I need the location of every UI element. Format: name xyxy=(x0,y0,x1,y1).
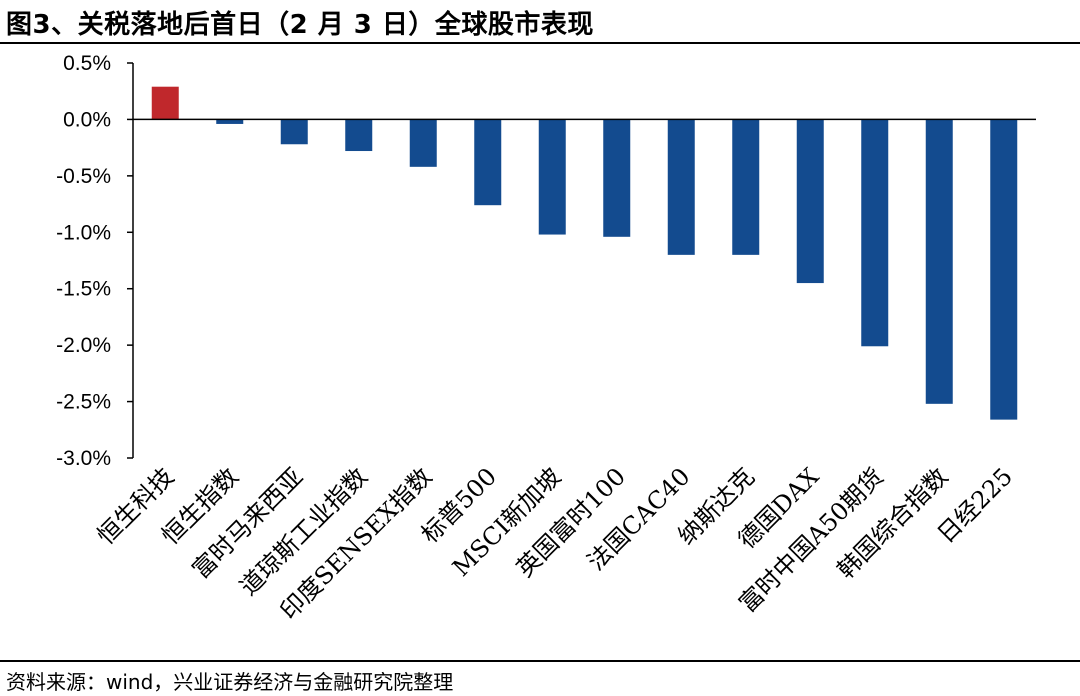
y-tick-label: -0.5% xyxy=(56,165,111,188)
bar-4 xyxy=(345,119,373,152)
x-tick-labels: 恒生科技恒生指数富时马来西亚道琼斯工业指数印度SENSEX指数标普500MSCI… xyxy=(92,462,1018,625)
y-tick-label: 0.0% xyxy=(63,108,111,131)
y-axis: 0.5% 0.0% -0.5% -1.0% -1.5% -2.0% -2.5% -3.0% xyxy=(56,52,134,470)
source-divider xyxy=(0,660,1080,662)
bar-2 xyxy=(216,119,244,124)
source-note: 资料来源：wind，兴业证券经济与金融研究院整理 xyxy=(6,670,454,694)
bar-12 xyxy=(861,119,889,347)
bar-6 xyxy=(474,119,502,206)
bar-5 xyxy=(409,119,437,167)
bar-14 xyxy=(990,119,1018,420)
y-tick-label: 0.5% xyxy=(63,52,111,75)
bar-11 xyxy=(796,119,824,284)
chart-title: 图3、关税落地后首日（2 月 3 日）全球股市表现 xyxy=(6,10,594,40)
bar-13 xyxy=(925,119,953,404)
bar-9 xyxy=(667,119,695,255)
bar-3 xyxy=(280,119,308,145)
title-divider xyxy=(0,42,1080,44)
y-tick-label: -2.0% xyxy=(56,334,111,357)
bar-10 xyxy=(732,119,760,255)
bars xyxy=(151,86,1018,420)
bar-7 xyxy=(538,119,566,235)
y-tick-label: -1.5% xyxy=(56,278,111,301)
bar-8 xyxy=(603,119,631,237)
y-tick-label: -1.0% xyxy=(56,221,111,244)
bar-1 xyxy=(151,86,179,120)
y-tick-label: -2.5% xyxy=(56,391,111,414)
bar-chart: 0.5% 0.0% -0.5% -1.0% -1.5% -2.0% -2.5% -3.0% 恒… xyxy=(56,52,1036,625)
y-tick-label: -3.0% xyxy=(56,447,111,470)
